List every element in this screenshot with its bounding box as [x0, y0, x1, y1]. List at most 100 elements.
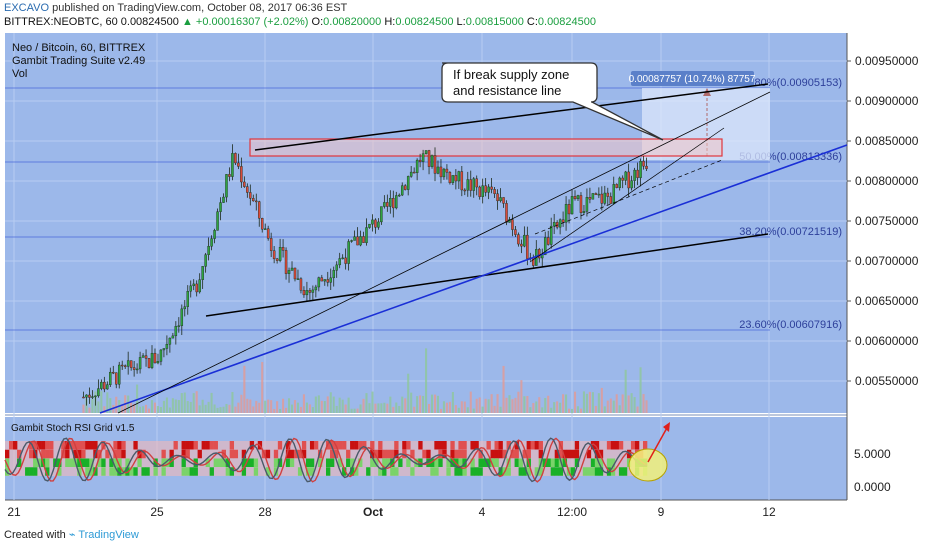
candle-body: [517, 234, 520, 245]
candle-body: [311, 289, 315, 293]
candle-body: [543, 237, 547, 256]
stoch-cell: [462, 467, 467, 476]
stoch-cell: [622, 467, 628, 476]
volume-bar: [380, 403, 383, 413]
stoch-cell: [77, 458, 82, 467]
volume-bar: [514, 397, 517, 413]
volume-bar: [568, 408, 571, 413]
stoch-cell: [526, 441, 531, 450]
candle-body: [433, 155, 437, 174]
volume-bar: [240, 394, 243, 413]
volume-bar: [156, 406, 160, 413]
volume-bar: [219, 407, 222, 413]
candle-body: [159, 349, 163, 362]
candle-body: [395, 195, 398, 209]
stoch-cell: [370, 458, 375, 467]
stoch-cell: [434, 467, 439, 476]
volume-bar: [576, 406, 580, 413]
volume-bar: [153, 402, 157, 413]
stoch-cell: [590, 467, 596, 476]
volume-bar: [606, 400, 609, 413]
stoch-cell: [169, 458, 174, 467]
volume-bar: [544, 398, 547, 413]
callout-line1: If break supply zone: [453, 67, 569, 82]
volume-bar: [210, 392, 213, 413]
stoch-cell: [402, 449, 407, 459]
stoch-cell: [89, 458, 94, 467]
stoch-cell: [41, 441, 46, 450]
candle-body: [579, 195, 583, 213]
supply-zone: [249, 138, 723, 157]
volume-bar: [523, 396, 526, 413]
stoch-cell: [129, 467, 134, 476]
stoch-cell: [598, 458, 604, 467]
stoch-cell: [85, 441, 90, 450]
stoch-cell: [506, 441, 511, 450]
high-value: 0.00824500: [395, 16, 454, 28]
candle-body: [564, 204, 568, 223]
dashed-support-line: [534, 159, 723, 235]
stoch-cell: [514, 449, 519, 459]
stoch-cell: [470, 467, 475, 476]
price-tick-label: 0.00900000: [855, 94, 919, 108]
candle-body: [430, 155, 434, 167]
candle-body: [332, 270, 335, 279]
volume-bar: [591, 392, 594, 413]
volume-bar: [186, 401, 189, 413]
stoch-cell: [506, 467, 511, 476]
candle-body: [129, 360, 133, 368]
stoch-cell: [49, 449, 54, 459]
candle-body: [627, 171, 630, 189]
candle-body: [135, 368, 139, 371]
candle-body: [511, 219, 514, 230]
volume-bar: [279, 408, 282, 413]
stoch-cell: [77, 449, 82, 459]
candle-body: [147, 358, 151, 368]
volume-bar: [377, 403, 380, 413]
time-axis[interactable]: 21 25 28 Oct 4 12:00 9 12: [7, 505, 776, 519]
stoch-cell: [526, 449, 531, 459]
candle-body: [314, 286, 318, 291]
time-tick-label: 21: [7, 505, 21, 519]
stoch-cell: [370, 449, 375, 459]
candle-body: [329, 277, 332, 283]
volume-bar: [579, 408, 583, 413]
stoch-cell: [566, 449, 572, 459]
author-link[interactable]: EXCAVO: [4, 2, 50, 14]
stoch-cell: [522, 449, 527, 459]
stoch-cell: [9, 441, 14, 450]
stoch-cell: [594, 441, 600, 450]
volume-bar: [570, 408, 574, 413]
open-value: 0.00820000: [323, 16, 382, 28]
volume-bar: [642, 394, 645, 413]
stoch-cell: [265, 467, 271, 476]
volume-bar: [109, 398, 112, 413]
volume-bar: [520, 380, 523, 413]
candle-body: [520, 243, 523, 247]
volume-bar: [353, 408, 356, 413]
candle-body: [237, 162, 240, 167]
stoch-cell: [370, 441, 375, 450]
stoch-cell: [450, 458, 455, 467]
stoch-line: [4, 437, 648, 483]
stoch-cell: [33, 441, 38, 450]
candle-body: [347, 241, 350, 264]
candle-body: [362, 236, 365, 243]
tradingview-brand[interactable]: TradingView: [78, 529, 139, 541]
volume-bar: [553, 402, 556, 413]
price-axis[interactable]: 0.00950000 0.00900000 0.00850000 0.00800000…: [847, 54, 919, 388]
stoch-cell: [378, 467, 383, 476]
candle-body: [451, 175, 455, 184]
stoch-cell: [574, 441, 580, 450]
volume-bar: [404, 398, 407, 413]
candle-body: [308, 290, 312, 293]
stoch-cell: [478, 449, 483, 459]
volume-bar: [204, 404, 207, 413]
measure-label-bg: [631, 71, 754, 86]
callout-note[interactable]: If break supply zone and resistance line: [441, 62, 664, 141]
stoch-cell: [29, 441, 34, 450]
candle-body: [603, 192, 607, 204]
price-tick-label: 0.00550000: [855, 374, 919, 388]
volume-bar: [484, 398, 487, 413]
